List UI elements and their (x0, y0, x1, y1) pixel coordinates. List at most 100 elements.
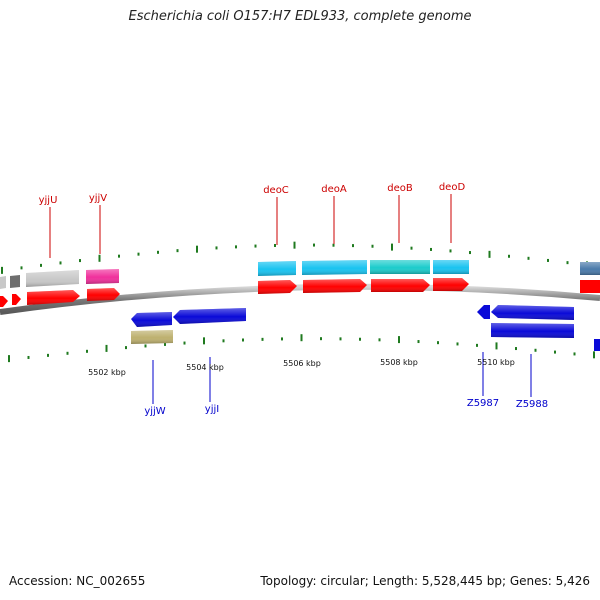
tick-mark (495, 342, 498, 350)
feature-gray-1[interactable] (0, 276, 6, 289)
tick-mark (27, 355, 30, 359)
tick-mark (300, 334, 303, 342)
tick-mark (79, 259, 81, 263)
tick-mark (176, 249, 179, 253)
tick-mark (281, 337, 283, 341)
tick-mark (222, 339, 225, 343)
tick-mark (47, 353, 49, 357)
feature-teal-deoB[interactable] (370, 260, 430, 274)
gene-label-deoB[interactable]: deoB (387, 183, 413, 194)
tick-mark (554, 350, 556, 354)
tick-mark (547, 258, 549, 262)
scale-label: 5502 kbp (88, 368, 126, 377)
tick-row-top (1, 241, 588, 274)
cds-arrow-yjjV[interactable] (87, 288, 120, 301)
tick-mark (242, 338, 244, 342)
tick-mark (339, 337, 342, 341)
feature-cyan-deoC[interactable] (258, 261, 296, 276)
tick-mark (40, 263, 42, 267)
gene-label-deoA[interactable]: deoA (321, 184, 347, 195)
accession-label: Accession: NC_002655 (9, 574, 146, 588)
cds-arrow-Z5988[interactable] (491, 305, 574, 320)
gene-label-yjjU[interactable]: yjjU (39, 195, 58, 206)
tick-mark (488, 250, 491, 258)
tick-mark (293, 241, 296, 249)
gene-label-Z5988[interactable]: Z5988 (516, 399, 548, 410)
tick-mark (20, 266, 23, 270)
tick-mark (86, 349, 88, 353)
tick-mark (183, 341, 186, 345)
tick-mark (534, 348, 537, 352)
cds-arrow-deoA[interactable] (303, 279, 367, 293)
scale-label: 5510 kbp (477, 358, 515, 367)
gene-leader-lines (49, 194, 532, 404)
feature-cyan-deoD[interactable] (433, 260, 469, 274)
cds-arrow-2[interactable] (12, 294, 21, 305)
gene-label-Z5987[interactable]: Z5987 (467, 398, 499, 409)
gene-labels-bottom: yjjW yjjI Z5987 Z5988 (144, 398, 548, 417)
gene-label-deoD[interactable]: deoD (439, 182, 466, 193)
feature-dark-1[interactable] (10, 275, 20, 288)
cds-arrow-deoC[interactable] (258, 280, 297, 294)
tick-mark (449, 249, 452, 253)
tick-mark (98, 254, 101, 262)
genome-summary: Topology: circular; Length: 5,528,445 bp… (260, 574, 590, 588)
scale-label: 5506 kbp (283, 359, 321, 368)
feature-blue-edge[interactable] (594, 339, 600, 351)
feature-gray-yjjU[interactable] (26, 270, 79, 287)
tick-mark (254, 244, 257, 248)
tick-mark (378, 338, 381, 342)
cds-arrow-deoD[interactable] (433, 278, 469, 291)
tick-mark (320, 337, 322, 341)
gene-label-deoC[interactable]: deoC (263, 185, 289, 196)
tick-mark (59, 261, 62, 265)
tick-mark (527, 256, 530, 260)
gene-label-yjjV[interactable]: yjjV (89, 193, 107, 204)
cds-arrow-1[interactable] (0, 296, 8, 307)
gene-label-yjjI[interactable]: yjjI (205, 404, 219, 415)
tick-mark (164, 342, 166, 346)
cds-arrow-yjjI[interactable] (173, 308, 246, 324)
tick-mark (8, 355, 10, 363)
tick-mark (105, 344, 108, 352)
tick-mark (144, 344, 147, 348)
tick-mark (391, 243, 393, 251)
feature-cyan-deoA[interactable] (302, 260, 367, 275)
scale-labels: 5502 kbp 5504 kbp 5506 kbp 5508 kbp 5510 kbp (88, 358, 515, 377)
tick-mark (118, 254, 120, 258)
cds-arrow-deoB[interactable] (371, 279, 430, 292)
scale-label: 5504 kbp (186, 363, 224, 372)
tick-mark (593, 351, 595, 359)
cds-arrow-yjjU[interactable] (27, 290, 80, 305)
cds-arrow-yjjW[interactable] (131, 312, 172, 327)
tick-mark (469, 251, 471, 255)
tick-mark (430, 247, 432, 251)
tick-mark (196, 245, 198, 253)
gene-labels-top: yjjU yjjV deoC deoA deoB deoD (39, 182, 466, 206)
tick-mark (359, 337, 361, 341)
genome-title: Escherichia coli O157:H7 EDL933, complet… (128, 9, 472, 24)
tick-mark (456, 342, 459, 346)
feature-pink-yjjV[interactable] (86, 269, 119, 284)
tick-mark (1, 266, 3, 274)
tick-mark (515, 347, 517, 351)
tick-mark (203, 337, 205, 345)
tick-mark (352, 244, 354, 248)
tick-mark (573, 352, 576, 356)
tick-mark (137, 252, 140, 256)
feature-blue-Z5988[interactable] (491, 323, 574, 338)
tick-mark (274, 243, 276, 247)
tick-mark (332, 243, 335, 247)
cds-arrow-right-edge[interactable] (580, 280, 600, 293)
gene-label-yjjW[interactable]: yjjW (144, 406, 165, 417)
tick-mark (410, 246, 413, 250)
feature-steel-1[interactable] (580, 262, 600, 275)
tick-mark (398, 336, 400, 344)
tick-mark (313, 243, 315, 247)
cds-arrow-Z5987[interactable] (477, 305, 490, 319)
tick-row-bottom (8, 334, 595, 363)
tick-mark (508, 254, 510, 258)
feature-olive-yjjW[interactable] (131, 330, 173, 344)
tick-mark (215, 246, 218, 250)
scale-label: 5508 kbp (380, 358, 418, 367)
